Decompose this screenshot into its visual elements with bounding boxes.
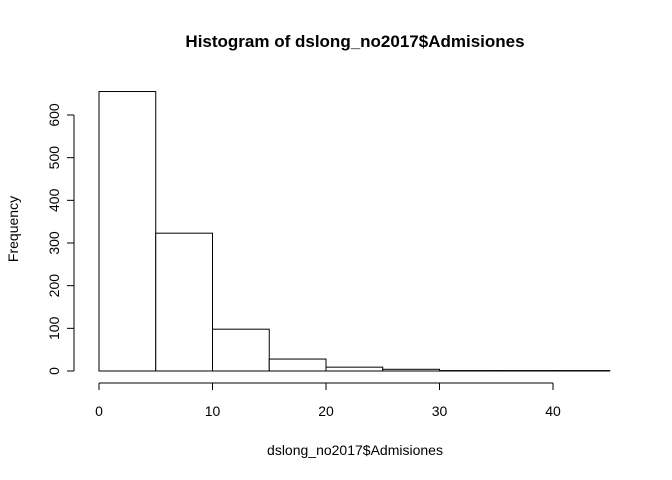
x-axis-label: dslong_no2017$Admisiones <box>267 442 443 458</box>
histogram-bar-5 <box>382 368 440 372</box>
y-tick-label-0: 0 <box>46 367 62 375</box>
chart-title: Histogram of dslong_no2017$Admisiones <box>185 32 524 51</box>
x-tick-label-20: 20 <box>318 403 334 419</box>
x-tick-label-0: 0 <box>95 403 103 419</box>
histogram-bar-4 <box>325 366 384 372</box>
histogram-bar-0 <box>98 91 157 372</box>
y-axis-label: Frequency <box>5 196 21 262</box>
y-tick-label-400: 400 <box>46 188 62 212</box>
x-axis: 0 10 20 30 40 <box>95 382 561 419</box>
x-tick-label-10: 10 <box>205 403 221 419</box>
x-tick-label-30: 30 <box>432 403 448 419</box>
bars-group <box>98 91 611 372</box>
histogram-bar-1 <box>155 232 213 372</box>
y-tick-label-100: 100 <box>46 316 62 340</box>
y-axis: 0 100 200 300 400 500 600 <box>46 103 75 375</box>
x-tick-label-40: 40 <box>545 403 561 419</box>
histogram-bar-3 <box>268 358 327 372</box>
y-tick-label-500: 500 <box>46 146 62 170</box>
y-tick-label-200: 200 <box>46 274 62 298</box>
histogram-bar-2 <box>212 328 270 372</box>
y-tick-label-300: 300 <box>46 231 62 255</box>
y-tick-label-600: 600 <box>46 103 62 127</box>
